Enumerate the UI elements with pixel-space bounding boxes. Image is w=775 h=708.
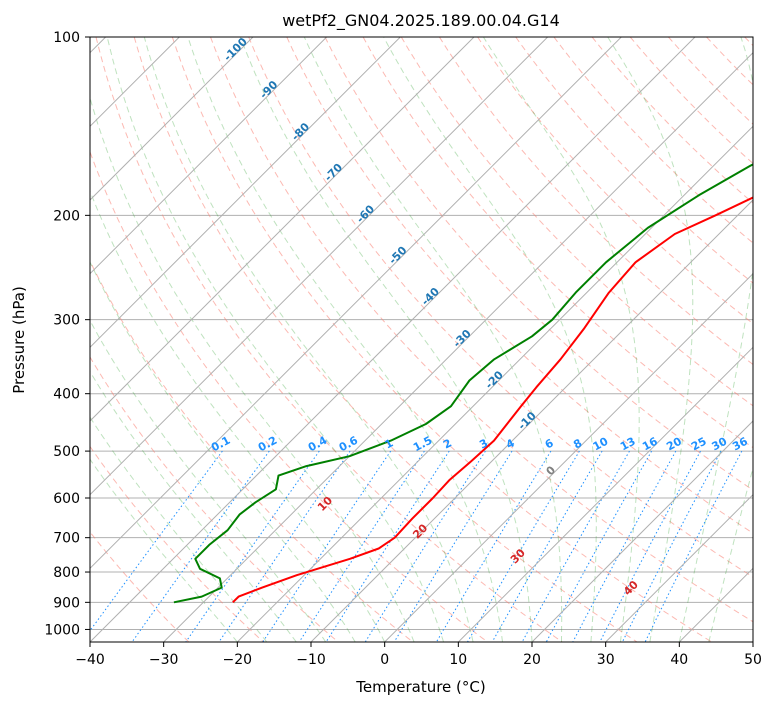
- mixing-ratio-line: [491, 450, 603, 642]
- y-axis-label: Pressure (hPa): [10, 286, 28, 394]
- mixing-ratio-label: 36: [730, 435, 750, 454]
- dry-adiabat-line: [477, 37, 753, 325]
- y-tick-label: 600: [53, 491, 80, 507]
- y-tick-label: 400: [53, 387, 80, 403]
- moist-adiabat-line: [90, 189, 386, 642]
- x-tick-label: −20: [223, 652, 253, 668]
- dry-adiabat-line: [210, 37, 753, 623]
- moist-adiabat-line: [678, 37, 753, 642]
- isotherm-line: [90, 37, 623, 570]
- moist-adiabat-line: [383, 37, 597, 642]
- moist-adiabat-line: [90, 260, 356, 642]
- y-tick-label: 1000: [44, 622, 80, 638]
- isotherm-line: [531, 420, 753, 642]
- x-axis-label: Temperature (°C): [355, 678, 485, 696]
- isotherm-line: [236, 125, 753, 642]
- mixing-ratio-label: 16: [640, 435, 660, 454]
- mixing-ratio-line: [298, 450, 425, 642]
- mixing-ratio-label: 20: [664, 435, 684, 454]
- moist-adiabat-line: [106, 37, 445, 642]
- mixing-ratio-line: [572, 450, 677, 642]
- dry-adiabats: [90, 37, 753, 642]
- y-tick-label: 700: [53, 531, 80, 547]
- mixing-ratio-line: [599, 450, 701, 642]
- pressure-gridlines: [90, 37, 753, 630]
- dry-adiabat-line: [90, 445, 264, 642]
- moist-adiabat-line: [303, 37, 563, 642]
- isotherm-line: [310, 199, 753, 642]
- isotherm-line: [90, 37, 402, 349]
- plot-frame: [89, 36, 754, 643]
- isotherm-line: [90, 37, 696, 642]
- dry-adiabat-line: [248, 37, 753, 578]
- y-tick-label: 900: [53, 595, 80, 611]
- x-tick-label: 40: [670, 652, 688, 668]
- y-tick-label: 200: [53, 208, 80, 224]
- mixing-ratio-line: [90, 450, 223, 632]
- temperature-line: [232, 196, 753, 604]
- isotherm-line: [90, 37, 181, 128]
- dry-adiabat-line: [90, 356, 339, 642]
- sounding-series: [173, 163, 753, 604]
- y-tick-label: 100: [53, 30, 80, 46]
- plot-area: 0.1 0.2 0.4 0.6 1 1.5 2 3 4 6 8 10 13 16 20 25 30 36-100-…: [90, 37, 753, 642]
- isotherm-line: [90, 37, 328, 275]
- mixing-ratio-line: [218, 450, 351, 642]
- dry-adiabat-line: [324, 37, 753, 491]
- mixing-ratio-line: [644, 450, 743, 642]
- moist-adiabat-line: [143, 37, 474, 642]
- isotherm-line: [90, 37, 254, 201]
- mixing-ratio-lines: [90, 450, 743, 642]
- mixing-ratio-line: [185, 450, 320, 642]
- moist-adiabat-line: [90, 319, 327, 642]
- mixing-ratio-line: [521, 450, 630, 642]
- mixing-ratio-label: 30: [710, 435, 730, 454]
- isotherm-gridlines: [90, 37, 753, 642]
- dewpoint-line: [173, 163, 753, 604]
- y-tick-label: 500: [53, 444, 80, 460]
- isotherm-line: [162, 51, 753, 642]
- mixing-ratio-label: 25: [689, 435, 709, 454]
- dry-adiabat-line: [133, 37, 638, 642]
- moist-adiabat-line: [607, 37, 694, 642]
- mixing-ratio-label: 13: [618, 435, 638, 454]
- x-tick-label: −10: [296, 652, 326, 668]
- y-tick-label: 800: [53, 565, 80, 581]
- moist-adiabat-line: [187, 37, 503, 642]
- moist-adiabats: [90, 37, 753, 642]
- moist-adiabat-line: [482, 37, 640, 642]
- dry-adiabat-line: [90, 150, 488, 642]
- y-tick-label: 300: [53, 313, 80, 329]
- x-tick-label: 50: [744, 652, 762, 668]
- x-tick-label: 10: [449, 652, 467, 668]
- chart-title: wetPf2_GN04.2025.189.00.04.G14: [282, 11, 560, 31]
- x-tick-label: −30: [149, 652, 179, 668]
- moist-adiabat-line: [90, 416, 268, 642]
- mixing-ratio-line: [621, 450, 722, 642]
- x-axis-ticks: −40 −30 −20 −10 0 10 20 30 40 50: [75, 642, 762, 668]
- moist-adiabat-line: [90, 370, 297, 642]
- x-tick-label: 30: [597, 652, 615, 668]
- isotherm-line: [383, 272, 753, 642]
- x-tick-label: 0: [380, 652, 389, 668]
- mixing-ratio-line: [262, 450, 392, 642]
- moist-adiabat-line: [239, 37, 533, 642]
- isotherm-line: [90, 37, 549, 496]
- y-axis-ticks: 100 200 300 400 500 600 700 800 900 1000: [44, 30, 90, 638]
- mixing-ratio-line: [545, 450, 653, 642]
- isotherm-line: [604, 493, 753, 642]
- moist-adiabat-line: [708, 466, 753, 642]
- x-tick-label: 20: [523, 652, 541, 668]
- isotherm-line: [457, 346, 753, 642]
- isotherm-line: [90, 37, 475, 422]
- dry-adiabat-line: [438, 37, 753, 366]
- x-tick-label: −40: [75, 652, 105, 668]
- dry-adiabat-line: [95, 37, 563, 642]
- moist-adiabat-line: [90, 458, 238, 642]
- mixing-ratio-label: 10: [591, 435, 611, 454]
